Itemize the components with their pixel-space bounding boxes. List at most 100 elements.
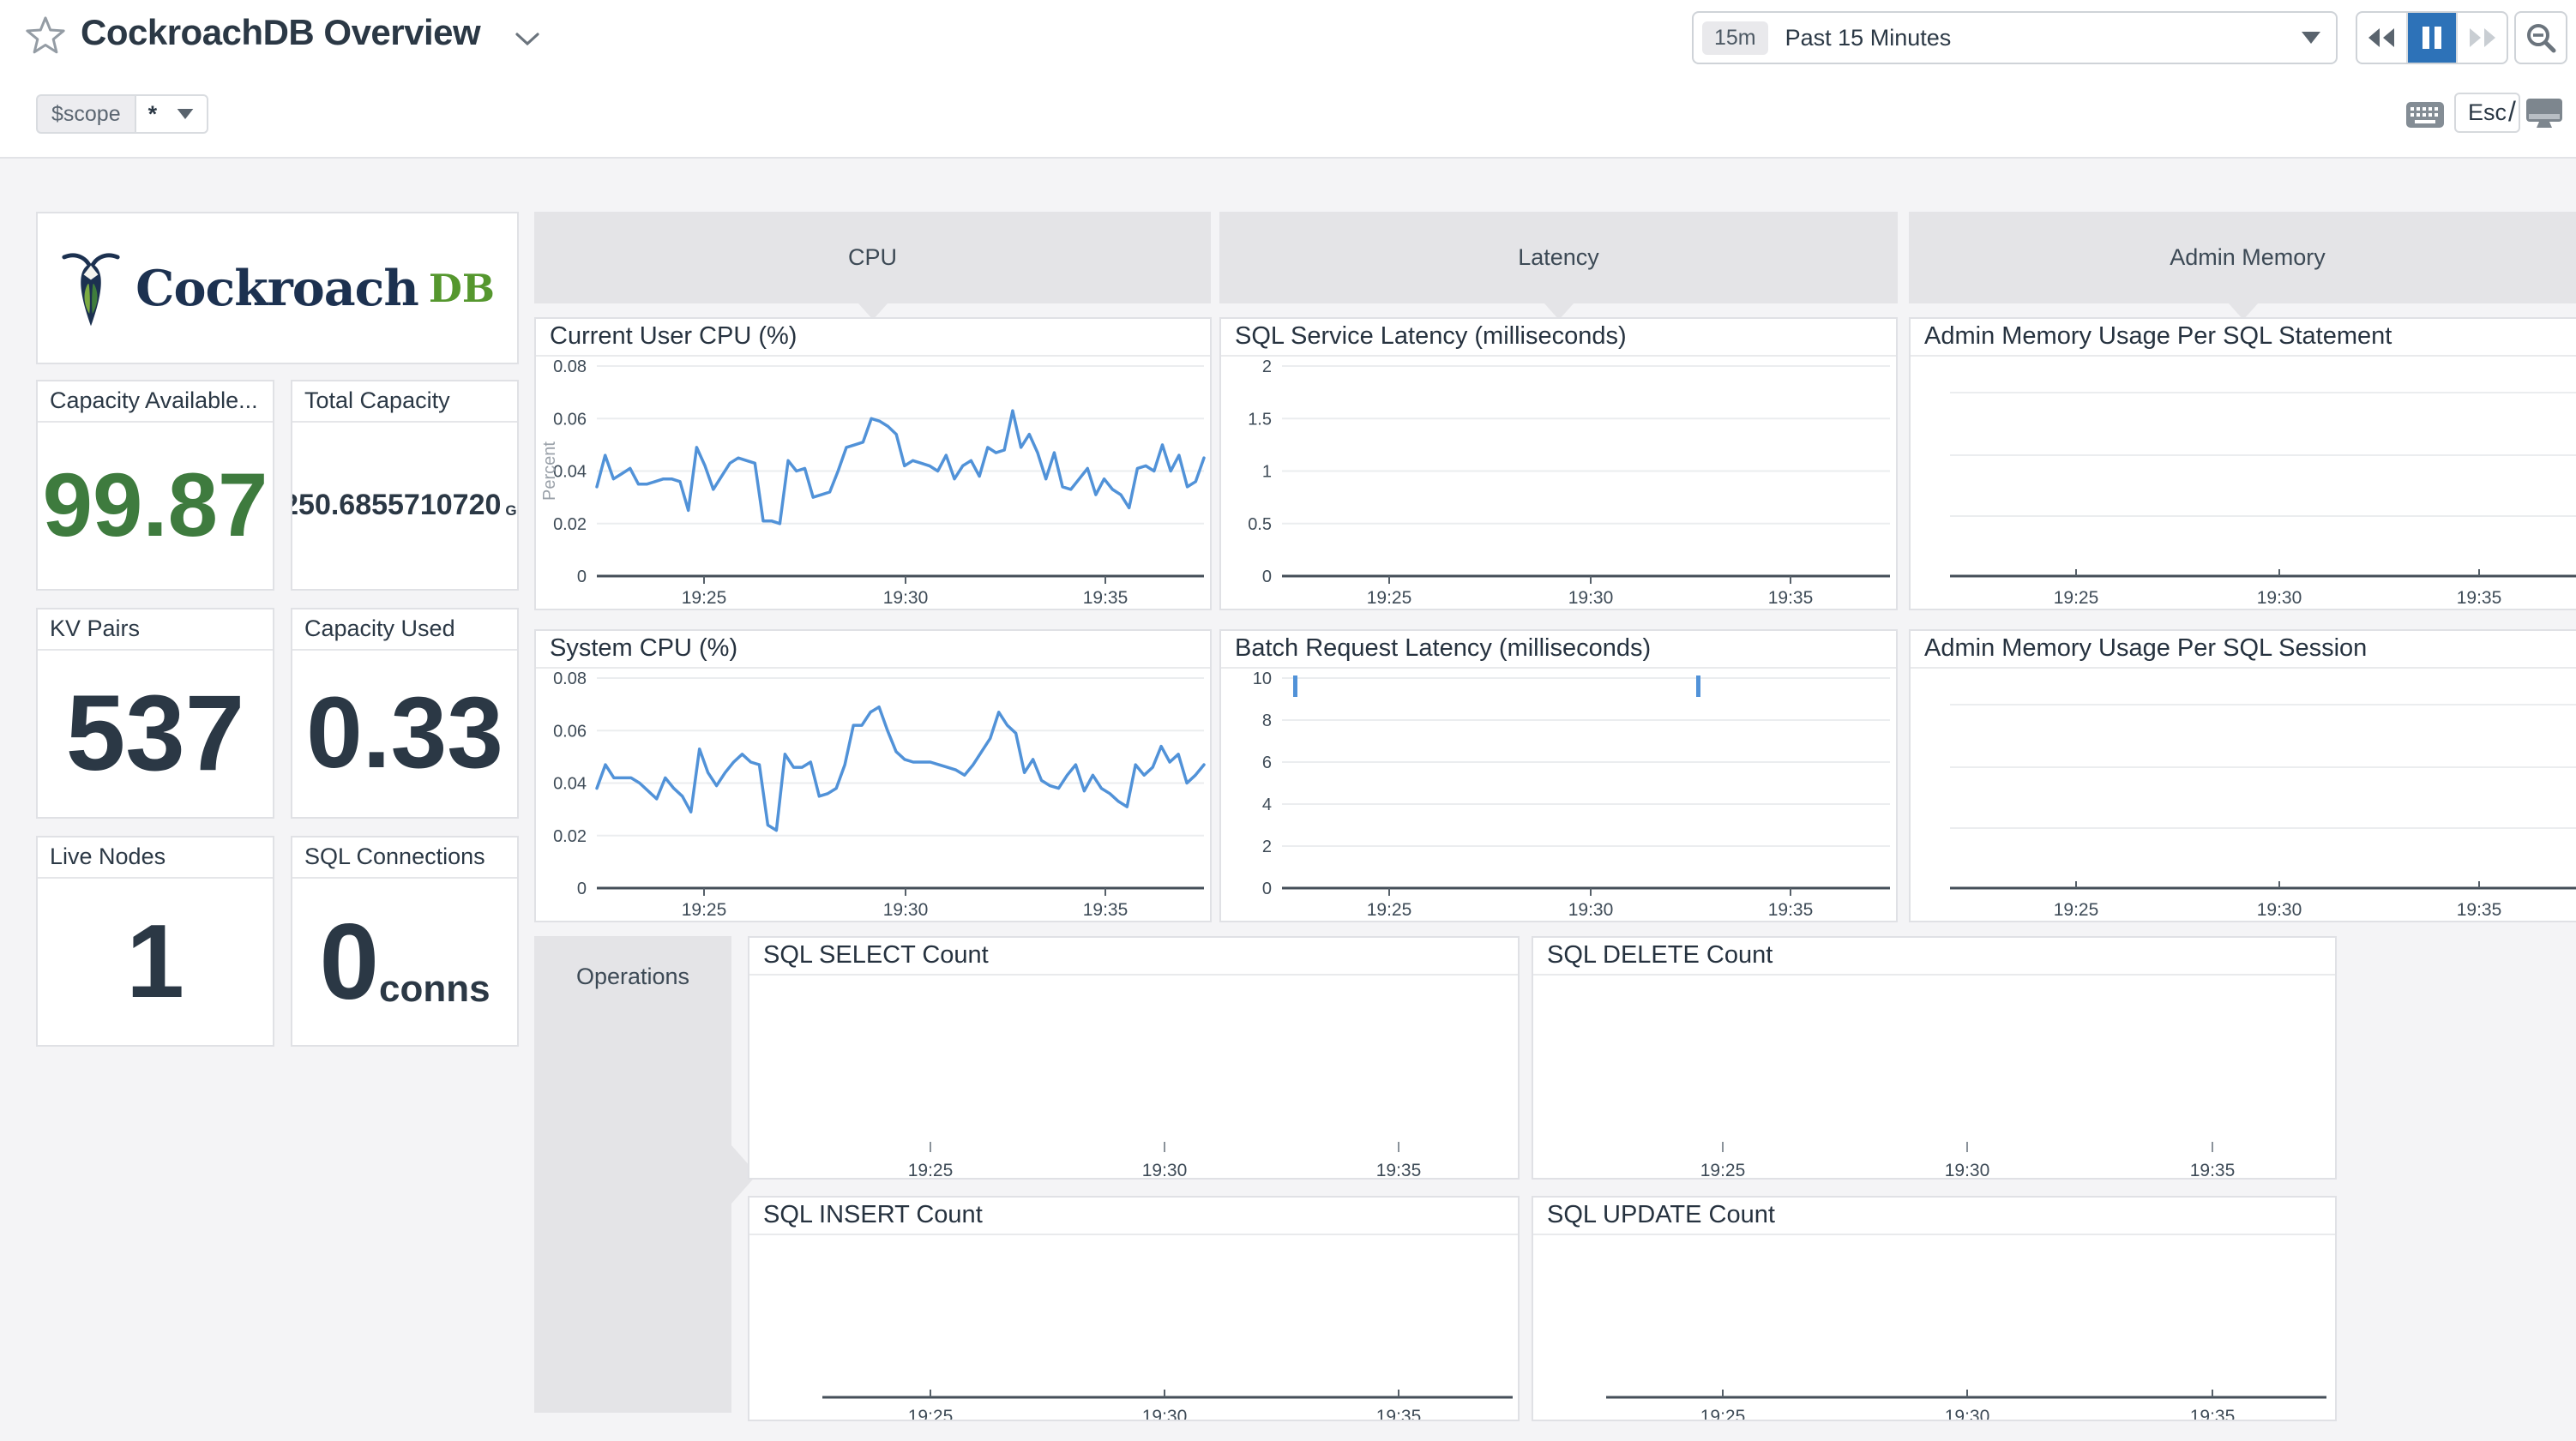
stat-title: Total Capacity <box>292 381 517 423</box>
svg-text:19:30: 19:30 <box>1142 1407 1188 1421</box>
stat-title: Capacity Used <box>292 609 517 651</box>
sql-select-count-chart: 19:25 19:30 19:35 <box>908 1142 1421 1180</box>
shortcut-separator: / <box>2508 96 2516 127</box>
template-variable-scope[interactable]: $scope * <box>36 94 209 134</box>
system-cpu-line-chart: 0.08 0.06 0.04 0.02 0 19:25 19:30 19:35 <box>553 669 1206 920</box>
svg-text:19:30: 19:30 <box>883 900 929 920</box>
chart-title: Batch Request Latency (milliseconds) <box>1221 631 1896 669</box>
group-header-latency[interactable]: Latency <box>1219 212 1898 320</box>
svg-text:0.06: 0.06 <box>553 410 587 429</box>
stat-title: Capacity Available... <box>38 381 273 423</box>
pause-button[interactable] <box>2407 13 2457 63</box>
favorite-star-icon[interactable] <box>26 15 65 55</box>
svg-text:10: 10 <box>1253 669 1272 688</box>
time-range-badge: 15m <box>1702 21 1768 55</box>
scope-caret-icon <box>177 109 194 119</box>
svg-text:0: 0 <box>577 880 587 898</box>
svg-text:19:35: 19:35 <box>2190 1407 2236 1421</box>
svg-text:19:25: 19:25 <box>1367 900 1412 920</box>
chart-card-admin-memory-per-session[interactable]: Admin Memory Usage Per SQL Session 19:25… <box>1909 629 2576 922</box>
svg-text:19:30: 19:30 <box>2257 900 2302 920</box>
svg-text:19:25: 19:25 <box>1700 1407 1746 1421</box>
admin-memory-session-chart: 19:25 19:30 19:35 <box>1950 704 2576 920</box>
chart-card-batch-request-latency[interactable]: Batch Request Latency (milliseconds) 10 8… <box>1219 629 1898 922</box>
title-chevron-down-icon[interactable] <box>515 31 540 48</box>
svg-text:0: 0 <box>1262 567 1272 586</box>
scope-variable-value: * <box>147 100 158 127</box>
svg-text:0.02: 0.02 <box>553 827 587 846</box>
rewind-icon <box>2368 28 2395 47</box>
stat-value: 1 <box>126 903 184 1019</box>
stat-card-capacity-used[interactable]: Capacity Used 0.33 <box>291 608 519 819</box>
admin-memory-statement-chart: 19:25 19:30 19:35 <box>1950 392 2576 608</box>
svg-text:19:30: 19:30 <box>1568 588 1614 608</box>
cockroachdb-logo-card: Cockroach DB <box>36 212 519 364</box>
svg-text:19:25: 19:25 <box>908 1407 954 1421</box>
group-header-operations[interactable]: Operations <box>534 936 757 1413</box>
svg-text:19:30: 19:30 <box>1142 1161 1188 1180</box>
current-user-cpu-line-chart: 0.08 0.06 0.04 0.02 0 19:25 19:30 19:35 Percent <box>540 357 1206 608</box>
dashboard-title: CockroachDB Overview <box>81 12 481 52</box>
stat-title: Live Nodes <box>38 838 273 879</box>
chart-card-sql-update-count[interactable]: SQL UPDATE Count 19:25 19:30 19:35 <box>1532 1196 2337 1421</box>
svg-text:19:25: 19:25 <box>2054 588 2099 608</box>
svg-text:19:30: 19:30 <box>1945 1407 1990 1421</box>
time-range-label: Past 15 Minutes <box>1785 24 1952 51</box>
stat-value: 250.6855710720 <box>291 489 502 521</box>
svg-text:1.5: 1.5 <box>1248 410 1272 429</box>
svg-text:19:25: 19:25 <box>682 588 727 608</box>
svg-text:Percent: Percent <box>540 441 559 501</box>
zoom-out-button[interactable] <box>2514 11 2567 64</box>
svg-text:19:35: 19:35 <box>2457 900 2502 920</box>
time-range-selector[interactable]: 15m Past 15 Minutes <box>1692 11 2338 64</box>
svg-text:19:35: 19:35 <box>1376 1407 1422 1421</box>
tv-mode-icon[interactable] <box>2525 98 2563 130</box>
keyboard-shortcuts-icon[interactable] <box>2405 101 2445 129</box>
chart-title: SQL INSERT Count <box>749 1198 1518 1235</box>
stat-card-total-capacity[interactable]: Total Capacity 250.6855710720 GB <box>291 380 519 591</box>
stat-card-kv-pairs[interactable]: KV Pairs 537 <box>36 608 274 819</box>
svg-text:0: 0 <box>577 567 587 586</box>
stat-card-capacity-available[interactable]: Capacity Available... 99.87 <box>36 380 274 591</box>
svg-text:19:30: 19:30 <box>1568 900 1614 920</box>
group-pointer-icon <box>2229 303 2258 320</box>
batch-request-latency-chart: 10 8 6 4 2 0 19:25 19:30 19:35 <box>1253 669 1890 920</box>
fast-forward-button[interactable] <box>2456 13 2507 63</box>
stat-card-live-nodes[interactable]: Live Nodes 1 <box>36 836 274 1047</box>
svg-text:19:35: 19:35 <box>1768 900 1814 920</box>
chart-card-sql-service-latency[interactable]: SQL Service Latency (milliseconds) 2 1.5 1… <box>1219 317 1898 610</box>
stat-card-sql-connections[interactable]: SQL Connections 0 conns <box>291 836 519 1047</box>
chart-card-sql-delete-count[interactable]: SQL DELETE Count 19:25 19:30 19:35 <box>1532 936 2337 1180</box>
svg-text:0.08: 0.08 <box>553 669 587 688</box>
stat-value: 0.33 <box>306 676 503 790</box>
chart-card-system-cpu[interactable]: System CPU (%) 0.08 0.06 0.04 0.02 0 19:25 19:… <box>534 629 1212 922</box>
chart-card-sql-select-count[interactable]: SQL SELECT Count 19:25 19:30 19:35 <box>748 936 1520 1180</box>
sql-delete-count-chart: 19:25 19:30 19:35 <box>1700 1142 2236 1180</box>
chart-card-admin-memory-per-statement[interactable]: Admin Memory Usage Per SQL Statement 19:… <box>1909 317 2576 610</box>
chart-card-sql-insert-count[interactable]: SQL INSERT Count 19:25 19:30 19:35 <box>748 1196 1520 1421</box>
svg-text:19:30: 19:30 <box>1945 1161 1990 1180</box>
svg-text:0.5: 0.5 <box>1248 515 1272 534</box>
group-label: Latency <box>1518 244 1599 270</box>
svg-text:19:25: 19:25 <box>2054 900 2099 920</box>
scope-variable-value-dropdown[interactable]: * <box>134 94 209 134</box>
sql-update-count-chart: 19:25 19:30 19:35 <box>1606 1390 2326 1421</box>
rewind-button[interactable] <box>2357 13 2408 63</box>
logo-brand-text: Cockroach <box>135 259 419 317</box>
logo-db-text: DB <box>428 265 495 311</box>
chart-title: Admin Memory Usage Per SQL Statement <box>1911 319 2576 357</box>
group-header-cpu[interactable]: CPU <box>534 212 1211 320</box>
svg-text:19:30: 19:30 <box>2257 588 2302 608</box>
stat-value: 99.87 <box>42 454 268 555</box>
svg-text:19:35: 19:35 <box>1083 900 1129 920</box>
svg-text:0: 0 <box>1262 880 1272 898</box>
svg-text:19:35: 19:35 <box>2457 588 2502 608</box>
svg-text:0.06: 0.06 <box>553 722 587 741</box>
chart-card-current-user-cpu[interactable]: Current User CPU (%) 0.08 0.06 0.04 0.02 0 19… <box>534 317 1212 610</box>
svg-text:19:35: 19:35 <box>2190 1161 2236 1180</box>
stat-unit: conns <box>378 968 491 1010</box>
group-header-admin-memory[interactable]: Admin Memory <box>1909 212 2576 320</box>
svg-text:8: 8 <box>1262 711 1272 730</box>
chart-title: SQL SELECT Count <box>749 938 1518 976</box>
svg-text:19:25: 19:25 <box>1700 1161 1746 1180</box>
